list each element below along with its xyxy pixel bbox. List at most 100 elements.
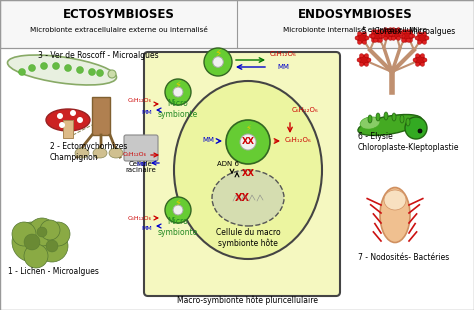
Text: C₆H₁₂O₆: C₆H₁₂O₆ — [270, 51, 296, 57]
Circle shape — [399, 32, 403, 36]
Circle shape — [367, 58, 371, 62]
Circle shape — [372, 38, 375, 42]
Circle shape — [383, 29, 393, 39]
Circle shape — [425, 36, 429, 40]
Bar — [92, 97, 110, 135]
Circle shape — [392, 28, 395, 32]
Circle shape — [89, 69, 95, 76]
Text: 2 - Ectomychorhizes
Champignon: 2 - Ectomychorhizes Champignon — [50, 142, 128, 162]
Text: 5 - Coraux - Microalgues: 5 - Coraux - Microalgues — [362, 28, 455, 37]
Circle shape — [77, 117, 83, 123]
Text: MM: MM — [277, 64, 289, 70]
Text: Micro
symbionte: Micro symbionte — [158, 99, 198, 119]
Text: Cellule du macro
symbionte hôte: Cellule du macro symbionte hôte — [216, 228, 280, 248]
Circle shape — [422, 32, 427, 36]
Text: MM: MM — [141, 109, 152, 114]
Circle shape — [415, 55, 425, 65]
Ellipse shape — [174, 81, 322, 259]
Circle shape — [37, 227, 47, 237]
Circle shape — [416, 54, 419, 58]
Circle shape — [226, 120, 270, 164]
Circle shape — [415, 36, 419, 40]
Text: 7 - Nodosités- Bactéries: 7 - Nodosités- Bactéries — [358, 254, 449, 263]
Ellipse shape — [93, 148, 107, 158]
Circle shape — [165, 79, 191, 105]
Circle shape — [363, 32, 366, 36]
Circle shape — [376, 38, 381, 42]
Circle shape — [396, 28, 401, 32]
Circle shape — [28, 64, 36, 72]
Circle shape — [173, 87, 183, 97]
Ellipse shape — [380, 188, 410, 242]
Bar — [0, 0, 474, 48]
Circle shape — [355, 36, 359, 40]
Circle shape — [383, 28, 388, 32]
Ellipse shape — [8, 55, 117, 85]
Circle shape — [403, 30, 408, 34]
Circle shape — [374, 30, 377, 34]
Circle shape — [204, 48, 232, 76]
Circle shape — [24, 234, 40, 250]
Circle shape — [372, 30, 375, 34]
Circle shape — [12, 222, 36, 246]
Circle shape — [40, 220, 60, 240]
Text: ⚡: ⚡ — [174, 198, 182, 208]
Circle shape — [28, 218, 56, 246]
Circle shape — [374, 38, 377, 42]
Circle shape — [420, 54, 425, 58]
Circle shape — [108, 70, 116, 78]
Circle shape — [381, 34, 385, 38]
Text: Macro-symbionte hôte pluricellulaire: Macro-symbionte hôte pluricellulaire — [177, 295, 319, 305]
Text: 1 - Lichen - Microalgues: 1 - Lichen - Microalgues — [8, 268, 99, 277]
Circle shape — [420, 62, 425, 66]
Circle shape — [46, 222, 70, 246]
Ellipse shape — [109, 148, 123, 158]
Text: XX: XX — [241, 138, 255, 147]
Circle shape — [391, 32, 395, 36]
Text: 6 - Elysie
Chloroplaste-Kleptoplastie: 6 - Elysie Chloroplaste-Kleptoplastie — [358, 132, 459, 152]
Circle shape — [409, 38, 412, 42]
Ellipse shape — [392, 113, 396, 121]
Circle shape — [396, 36, 401, 40]
Text: ECTOSYMBIOSES: ECTOSYMBIOSES — [63, 7, 174, 20]
Circle shape — [24, 244, 48, 268]
Circle shape — [379, 38, 383, 42]
Bar — [0, 0, 474, 48]
Circle shape — [97, 69, 103, 77]
Circle shape — [357, 58, 361, 62]
Text: 3 - Ver de Roscoff - Microalgues: 3 - Ver de Roscoff - Microalgues — [38, 51, 159, 60]
Text: C₆H₁₂O₆: C₆H₁₂O₆ — [128, 98, 152, 103]
Circle shape — [405, 117, 427, 139]
Circle shape — [373, 31, 383, 41]
Circle shape — [369, 34, 373, 38]
Circle shape — [403, 31, 413, 41]
Circle shape — [365, 62, 368, 66]
Circle shape — [379, 30, 383, 34]
Text: MM: MM — [136, 162, 147, 167]
Circle shape — [365, 54, 368, 58]
Circle shape — [409, 30, 412, 34]
Circle shape — [70, 110, 76, 116]
Text: ⚡: ⚡ — [174, 80, 182, 90]
Circle shape — [401, 31, 411, 41]
Text: XX: XX — [235, 193, 249, 203]
Circle shape — [389, 36, 392, 40]
Ellipse shape — [384, 190, 406, 210]
Ellipse shape — [368, 115, 372, 123]
Circle shape — [401, 34, 405, 38]
Ellipse shape — [360, 117, 380, 129]
Circle shape — [417, 33, 427, 43]
Ellipse shape — [358, 114, 422, 135]
Circle shape — [391, 29, 401, 39]
Text: C₆H₁₂O₆: C₆H₁₂O₆ — [285, 137, 312, 143]
Text: XX: XX — [241, 169, 255, 178]
Circle shape — [36, 230, 68, 262]
Circle shape — [12, 222, 52, 262]
Circle shape — [389, 28, 392, 32]
Circle shape — [379, 34, 383, 38]
Circle shape — [401, 30, 405, 34]
Circle shape — [359, 62, 364, 66]
Text: ⚡: ⚡ — [245, 123, 251, 132]
Circle shape — [359, 54, 364, 58]
Circle shape — [389, 32, 393, 36]
